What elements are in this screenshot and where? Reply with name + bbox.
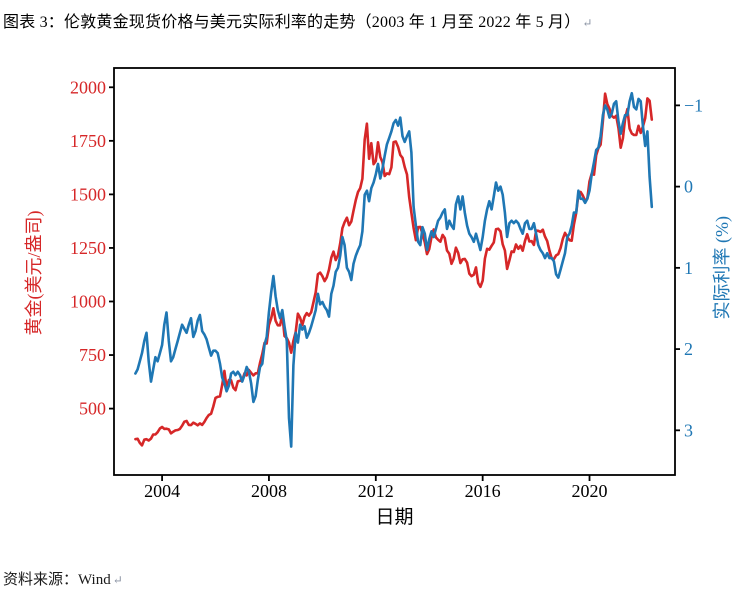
right-tick-label: 3 bbox=[684, 420, 693, 440]
left-tick-label: 500 bbox=[79, 399, 106, 419]
series-line-real-rate bbox=[134, 91, 654, 448]
left-tick-label: 1000 bbox=[70, 291, 106, 311]
figure-title: 图表 3：伦敦黄金现货价格与美元实际利率的走势（2003 年 1 月至 2022… bbox=[3, 8, 593, 32]
right-tick-label: 1 bbox=[684, 258, 693, 278]
left-tick-label: 1750 bbox=[70, 131, 106, 151]
plot-frame bbox=[113, 67, 676, 476]
left-tick-label: 1500 bbox=[70, 184, 106, 204]
x-axis-title: 日期 bbox=[375, 506, 413, 528]
source-note: 资料来源：Wind ↵ bbox=[3, 568, 123, 589]
right-tick-label: 2 bbox=[684, 339, 693, 359]
paragraph-mark-icon: ↵ bbox=[112, 573, 123, 587]
series-line-gold bbox=[134, 92, 654, 447]
right-tick-label: −1 bbox=[684, 95, 703, 115]
x-tick-label: 2016 bbox=[465, 481, 501, 501]
left-axis-title: 黄金(美元/盎司) bbox=[24, 211, 45, 336]
left-tick-label: 1250 bbox=[70, 238, 106, 258]
figure-title-text: 图表 3：伦敦黄金现货价格与美元实际利率的走势（2003 年 1 月至 2022… bbox=[3, 14, 581, 31]
x-tick-label: 2020 bbox=[572, 481, 608, 501]
x-tick-label: 2008 bbox=[251, 481, 287, 501]
paragraph-mark-icon: ↵ bbox=[582, 16, 593, 30]
right-tick-label: 0 bbox=[684, 177, 693, 197]
source-note-text: 资料来源：Wind bbox=[3, 572, 111, 588]
x-tick-label: 2012 bbox=[358, 481, 394, 501]
left-tick-label: 2000 bbox=[70, 77, 106, 97]
right-axis-title: 实际利率 (%) bbox=[712, 216, 733, 319]
x-tick-label: 2004 bbox=[144, 481, 180, 501]
left-tick-label: 750 bbox=[79, 345, 106, 365]
